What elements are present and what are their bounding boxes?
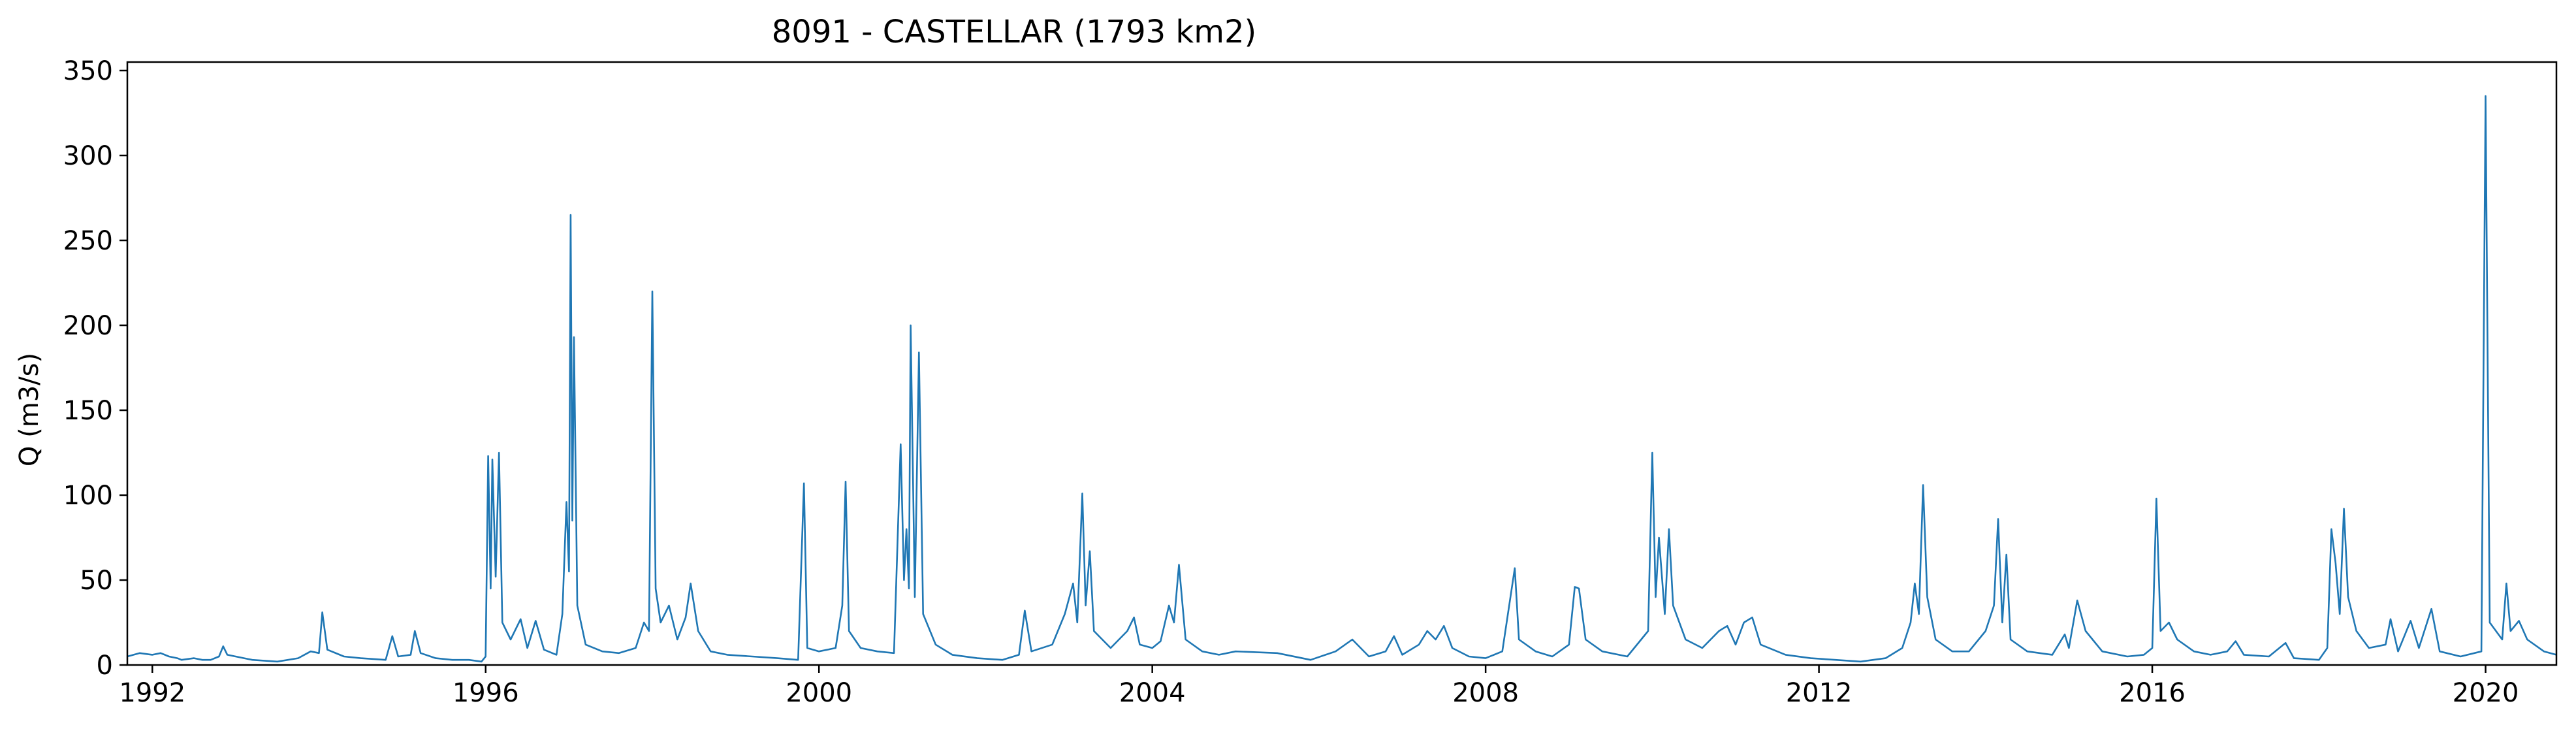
y-tick-label: 0 [97,651,113,681]
x-tick-label: 1992 [119,678,185,708]
x-tick-label: 2012 [1786,678,1852,708]
y-tick-label: 50 [80,566,113,596]
x-tick-label: 1996 [453,678,519,708]
chart-title: 8091 - CASTELLAR (1793 km2) [772,14,1256,50]
y-tick-label: 250 [63,226,113,256]
plot-area-frame [126,61,2558,666]
x-tick-label: 2008 [1452,678,1519,708]
y-tick-label: 100 [63,481,113,511]
x-tick-label: 2004 [1119,678,1186,708]
series-line-discharge [127,95,2557,663]
y-tick-label: 350 [63,56,113,86]
y-tick-label: 300 [63,141,113,171]
x-tick-label: 2020 [2453,678,2519,708]
x-tick-label: 2000 [786,678,852,708]
y-axis: 0 50 100 150 200 250 300 350 [63,56,127,681]
y-tick-label: 200 [63,311,113,341]
y-axis-label: Q (m3/s) [14,353,44,466]
y-tick-label: 150 [63,396,113,426]
x-axis: 1992 1996 2000 2004 2008 2012 2016 2020 [119,665,2519,708]
x-tick-label: 2016 [2119,678,2186,708]
